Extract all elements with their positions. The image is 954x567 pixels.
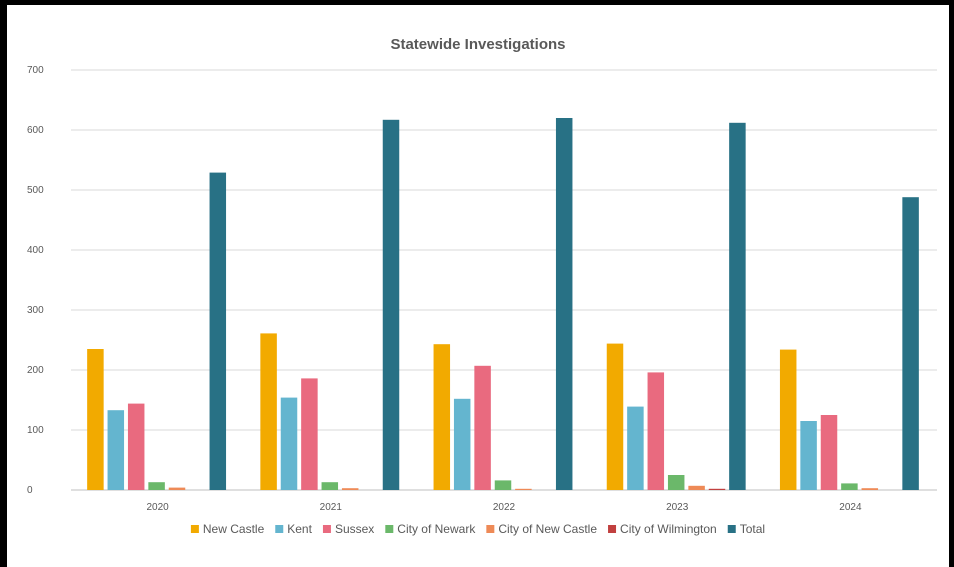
legend-label: New Castle: [203, 522, 265, 536]
bar-total-2023: [729, 122, 746, 491]
y-tick-label: 200: [27, 365, 44, 376]
bar-sussex-2024: [820, 415, 838, 490]
legend-label: City of Newark: [397, 522, 476, 536]
bar-new-castle-2020: [87, 349, 104, 490]
legend-label: Total: [740, 522, 765, 536]
bar-new-castle-2022: [433, 344, 451, 490]
bar-city-of-new-castle-2023: [688, 485, 705, 490]
bar-total-2021: [382, 119, 400, 491]
bar-city-of-new-castle-2021: [341, 488, 359, 490]
bar-new-castle-2024: [779, 349, 797, 490]
legend-swatch: [190, 525, 199, 533]
legend-label: City of Wilmington: [620, 522, 717, 536]
y-tick-label: 100: [27, 425, 44, 436]
legend-swatch: [608, 525, 617, 533]
legend-swatch: [385, 525, 394, 533]
y-tick-label: 500: [27, 185, 44, 196]
legend-swatch: [727, 525, 736, 533]
x-tick-label: 2024: [839, 502, 862, 513]
y-tick-label: 0: [27, 485, 33, 496]
legend-swatch: [322, 525, 331, 533]
bar-city-of-new-castle-2024: [861, 488, 879, 490]
bar-city-of-new-castle-2022: [515, 488, 532, 490]
x-tick-label: 2023: [666, 502, 689, 513]
bar-total-2024: [902, 197, 919, 490]
bar-kent-2023: [627, 406, 644, 490]
legend-label: City of New Castle: [498, 522, 597, 536]
x-tick-label: 2021: [320, 502, 343, 513]
chart-title: Statewide Investigations: [390, 36, 566, 53]
chart-panel: Statewide Investigations 0 100 200 300 400 50…: [7, 5, 949, 567]
bar-sussex-2022: [474, 365, 491, 490]
legend: New Castle Kent Sussex City of Newark City o…: [190, 522, 765, 536]
bar-total-2022: [555, 118, 573, 490]
x-axis-ticks: 2020 2021 2022 2023 2024: [146, 502, 861, 513]
x-tick-label: 2022: [493, 502, 516, 513]
y-axis-ticks: 0 100 200 300 400 500 600 700: [27, 65, 44, 496]
y-tick-label: 700: [27, 65, 44, 76]
bar-sussex-2023: [647, 372, 665, 490]
bar-city-of-wilmington-2023: [708, 488, 726, 490]
bar-city-of-newark-2022: [494, 480, 512, 490]
bar-city-of-newark-2021: [321, 482, 339, 490]
x-tick-label: 2020: [146, 502, 169, 513]
bar-city-of-newark-2024: [841, 483, 858, 490]
bars: [87, 118, 919, 491]
bar-kent-2024: [800, 421, 817, 490]
bar-kent-2020: [107, 410, 125, 490]
bar-kent-2021: [280, 397, 298, 490]
y-tick-label: 400: [27, 245, 44, 256]
legend-swatch: [486, 525, 495, 533]
legend-swatch: [275, 525, 284, 533]
bar-sussex-2020: [127, 403, 145, 490]
bar-new-castle-2023: [606, 343, 624, 490]
bar-city-of-newark-2023: [667, 475, 685, 490]
bar-city-of-newark-2020: [148, 482, 165, 490]
y-tick-label: 300: [27, 305, 44, 316]
bar-new-castle-2021: [260, 333, 277, 490]
bar-kent-2022: [453, 398, 471, 490]
bar-total-2020: [209, 172, 227, 490]
legend-label: Sussex: [335, 522, 374, 536]
bar-sussex-2021: [301, 378, 318, 490]
bar-city-of-new-castle-2020: [168, 487, 186, 490]
y-tick-label: 600: [27, 125, 44, 136]
legend-label: Kent: [287, 522, 312, 536]
